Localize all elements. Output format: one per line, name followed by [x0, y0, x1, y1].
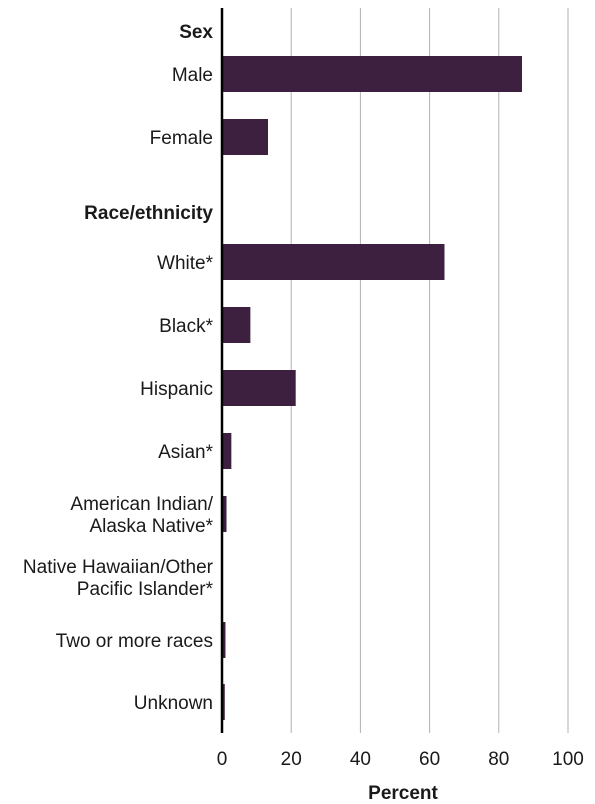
bar	[222, 433, 232, 469]
bars	[222, 56, 522, 720]
category-label: Male	[172, 65, 213, 86]
x-tick-labels: 0 20 40 60 80 100	[217, 749, 584, 770]
gridlines	[290, 8, 569, 733]
group-header: Race/ethnicity	[84, 203, 213, 224]
category-label: Asian*	[158, 442, 214, 463]
category-label: Native Hawaiian/Other	[23, 557, 214, 578]
x-tick-label: 0	[217, 749, 228, 770]
category-label: Pacific Islander*	[77, 579, 214, 600]
category-label: Unknown	[134, 693, 213, 714]
x-tick-label: 80	[488, 749, 509, 770]
x-tick-label: 100	[552, 749, 584, 770]
bar	[222, 307, 251, 343]
bar	[222, 622, 226, 658]
x-tick-label: 40	[350, 749, 371, 770]
category-label: American Indian/	[70, 494, 213, 515]
x-tick-label: 20	[281, 749, 302, 770]
x-axis-label: Percent	[368, 783, 438, 804]
bar	[222, 370, 296, 406]
bar	[222, 244, 445, 280]
group-header: Sex	[179, 22, 213, 43]
x-tick-label: 60	[419, 749, 440, 770]
bar	[222, 119, 269, 155]
category-label: Alaska Native*	[89, 516, 213, 537]
bar	[222, 684, 225, 720]
category-label: Black*	[159, 316, 213, 337]
bar	[222, 496, 227, 532]
category-label: White*	[157, 253, 214, 274]
category-label: Hispanic	[140, 379, 213, 400]
category-label: Two or more races	[56, 631, 213, 652]
category-label: Female	[150, 128, 213, 149]
category-labels: Sex Male Female Race/ethnicity White* Black* H…	[23, 22, 214, 714]
bar	[222, 56, 522, 92]
